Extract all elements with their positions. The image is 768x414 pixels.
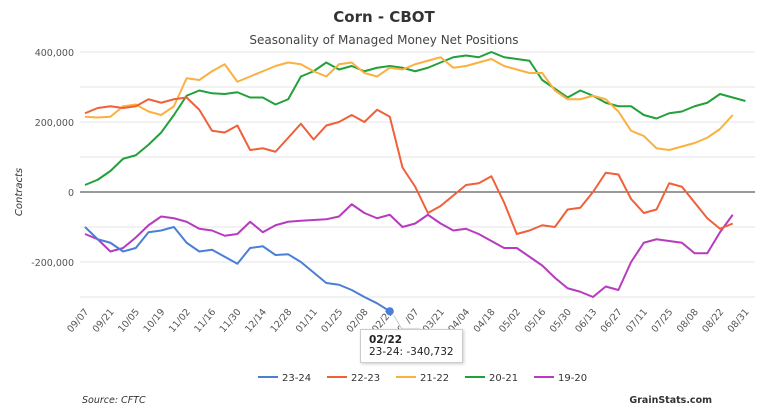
x-tick-label: 08/31 xyxy=(726,307,752,335)
x-tick-label: 11/02 xyxy=(167,307,193,335)
x-tick-label: 05/16 xyxy=(522,307,548,335)
y-tick-label: 400,000 xyxy=(35,48,74,59)
legend-item-21-22[interactable]: 21-22 xyxy=(420,373,449,384)
x-tick-label: 06/13 xyxy=(573,307,599,335)
chart-title: Corn - CBOT xyxy=(333,8,435,26)
source-note: Source: CFTC xyxy=(82,395,146,406)
series-line-22-23[interactable] xyxy=(84,96,734,235)
tooltip-date: 02/22 xyxy=(369,334,403,346)
x-tick-label: 09/21 xyxy=(91,307,117,335)
x-tick-label: 08/08 xyxy=(675,307,701,335)
x-tick-label: 11/30 xyxy=(218,307,244,335)
tooltip: 02/22 23-24: -340,732 xyxy=(360,329,463,363)
y-tick-label: 200,000 xyxy=(35,118,74,129)
x-tick-label: 11/16 xyxy=(192,307,218,335)
x-tick-label: 05/30 xyxy=(548,307,574,335)
legend-item-23-24[interactable]: 23-24 xyxy=(282,373,311,384)
y-tick-label: 0 xyxy=(68,188,74,199)
x-tick-label: 07/25 xyxy=(649,307,675,335)
x-tick-label: 10/19 xyxy=(141,307,167,335)
x-tick-label: 12/14 xyxy=(243,307,269,335)
y-axis-label: Contracts xyxy=(14,168,25,216)
credit-link[interactable]: GrainStats.com xyxy=(629,395,712,406)
legend-item-22-23[interactable]: 22-23 xyxy=(351,373,380,384)
x-tick-label: 05/02 xyxy=(497,307,523,335)
chart-subtitle: Seasonality of Managed Money Net Positio… xyxy=(249,33,518,47)
x-tick-label: 10/05 xyxy=(116,307,142,335)
series-line-23-24[interactable] xyxy=(84,226,391,313)
x-tick-label: 12/28 xyxy=(268,307,294,335)
x-tick-label: 09/07 xyxy=(65,307,91,335)
x-tick-label: 01/25 xyxy=(319,307,345,335)
x-tick-label: 01/11 xyxy=(294,307,320,335)
legend-item-20-21[interactable]: 20-21 xyxy=(489,373,518,384)
x-tick-label: 06/27 xyxy=(599,307,625,335)
x-tick-label: 04/18 xyxy=(472,307,498,335)
x-tick-label: 08/22 xyxy=(700,307,726,335)
y-tick-label: -200,000 xyxy=(31,258,74,269)
series-line-20-21[interactable] xyxy=(84,51,746,186)
legend-item-19-20[interactable]: 19-20 xyxy=(558,373,587,384)
series-line-19-20[interactable] xyxy=(84,203,734,298)
tooltip-value: 23-24: -340,732 xyxy=(369,346,454,358)
x-tick-label: 07/11 xyxy=(624,307,650,335)
hover-point[interactable] xyxy=(385,307,394,316)
series-line-21-22[interactable] xyxy=(84,56,734,151)
